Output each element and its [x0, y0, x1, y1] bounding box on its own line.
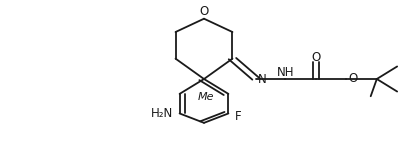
Text: H₂N: H₂N	[151, 107, 173, 120]
Text: NH: NH	[277, 66, 294, 79]
Text: O: O	[348, 72, 357, 85]
Text: O: O	[311, 51, 320, 64]
Text: Me: Me	[198, 92, 214, 102]
Text: N: N	[258, 73, 267, 86]
Text: F: F	[235, 110, 241, 123]
Text: O: O	[200, 5, 208, 18]
